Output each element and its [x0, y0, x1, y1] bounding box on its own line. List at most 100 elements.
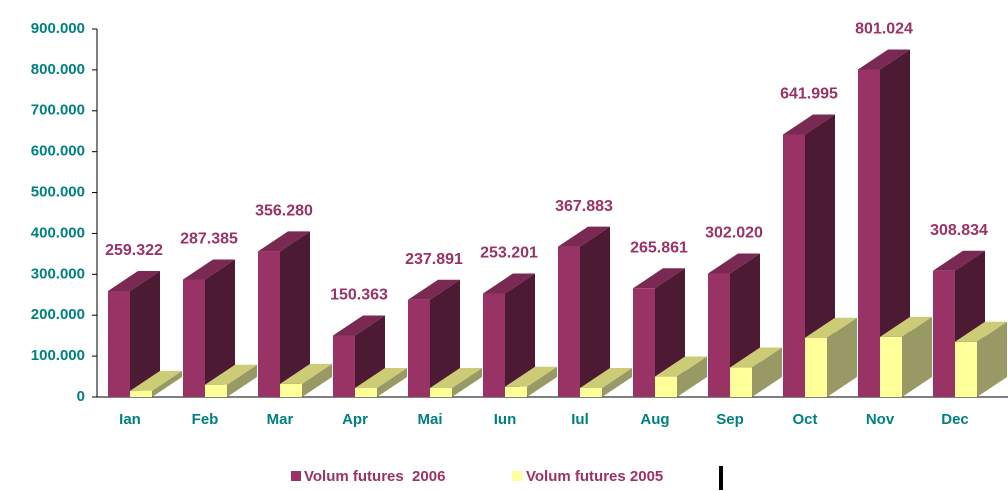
bar-top — [933, 250, 985, 271]
value-label: 265.861 — [630, 240, 688, 257]
y-tick-label: 0 — [77, 388, 85, 405]
bar-top — [408, 279, 460, 300]
bar-top — [258, 231, 310, 252]
value-label: 287.385 — [180, 231, 238, 248]
value-label: 150.363 — [330, 287, 388, 304]
bar — [205, 384, 227, 397]
bar — [483, 293, 505, 397]
value-label: 641.995 — [780, 86, 838, 103]
value-label: 356.280 — [255, 203, 313, 220]
bar — [258, 251, 280, 397]
y-tick-label: 300.000 — [31, 265, 85, 282]
bar — [505, 386, 527, 397]
bar-side — [452, 368, 482, 397]
bar — [130, 390, 152, 397]
bar-side — [205, 259, 235, 397]
bar-side — [377, 368, 407, 397]
bar-side — [152, 370, 182, 397]
bar — [183, 279, 205, 397]
bar-top — [108, 270, 160, 291]
bar — [880, 336, 902, 397]
y-tick-label: 200.000 — [31, 306, 85, 323]
value-label: 259.322 — [105, 242, 163, 259]
bar — [933, 270, 955, 397]
x-tick-label: Aug — [640, 411, 669, 428]
bar-side — [505, 273, 535, 397]
bar-top — [708, 253, 760, 274]
legend-swatch — [291, 471, 301, 481]
bar-top — [205, 364, 257, 385]
bar-side — [602, 368, 632, 397]
y-tick-label: 400.000 — [31, 224, 85, 241]
bar — [558, 246, 580, 397]
bar-top — [633, 268, 685, 289]
bar-top — [430, 368, 482, 389]
bar-top — [280, 363, 332, 384]
bar-side — [902, 316, 932, 397]
bar — [355, 388, 377, 397]
bar — [955, 341, 977, 397]
bar — [655, 376, 677, 397]
bar-top — [955, 321, 1007, 342]
legend-label: Volum futures 2006 — [304, 468, 445, 485]
x-tick-label: Dec — [941, 411, 969, 428]
bar-side — [430, 279, 460, 397]
bar — [430, 388, 452, 397]
y-tick-label: 500.000 — [31, 184, 85, 201]
bar — [783, 134, 805, 398]
bar — [858, 69, 880, 397]
x-tick-label: Ian — [119, 411, 141, 428]
value-label: 801.024 — [855, 21, 913, 38]
bar — [108, 290, 130, 397]
bar-side — [130, 270, 160, 397]
value-label: 308.834 — [930, 222, 988, 239]
bar-top — [333, 315, 385, 336]
bar-side — [752, 347, 782, 397]
bar — [805, 337, 827, 397]
bar-side — [302, 363, 332, 397]
bar — [280, 383, 302, 397]
bar — [408, 299, 430, 397]
bar-side — [880, 49, 910, 398]
value-label: 253.201 — [480, 245, 538, 262]
legend-label: Volum futures 2005 — [526, 468, 663, 485]
bar-side — [827, 317, 857, 397]
x-tick-label: Sep — [716, 411, 744, 428]
x-tick-label: Mar — [267, 411, 294, 428]
legend-swatch — [512, 471, 522, 481]
bar-top — [183, 259, 235, 280]
y-tick-label: 800.000 — [31, 61, 85, 78]
bar — [633, 288, 655, 397]
y-tick-label: 700.000 — [31, 102, 85, 119]
bar — [730, 367, 752, 397]
bar-top — [783, 114, 835, 135]
y-tick-label: 100.000 — [31, 347, 85, 364]
x-tick-label: Mai — [417, 411, 442, 428]
x-tick-label: Iul — [571, 411, 589, 428]
bar-top — [858, 49, 910, 70]
bar-top — [558, 226, 610, 247]
bar — [708, 273, 730, 397]
x-tick-label: Nov — [866, 411, 895, 428]
x-tick-label: Apr — [342, 411, 368, 428]
x-tick-label: Iun — [494, 411, 517, 428]
bar-top — [730, 347, 782, 368]
bar-side — [527, 366, 557, 397]
bar-top — [505, 366, 557, 387]
bar-top — [580, 368, 632, 389]
value-label: 237.891 — [405, 251, 463, 268]
x-tick-label: Feb — [192, 411, 219, 428]
bar — [580, 388, 602, 397]
bar-side — [677, 356, 707, 397]
bar-top — [655, 356, 707, 377]
legend-cursor — [719, 466, 723, 490]
y-tick-label: 600.000 — [31, 143, 85, 160]
y-tick-label: 900.000 — [31, 20, 85, 37]
bar — [333, 335, 355, 397]
bar-top — [880, 316, 932, 337]
bar-top — [805, 317, 857, 338]
value-label: 302.020 — [705, 225, 763, 242]
bar-top — [355, 368, 407, 389]
value-label: 367.883 — [555, 198, 613, 215]
